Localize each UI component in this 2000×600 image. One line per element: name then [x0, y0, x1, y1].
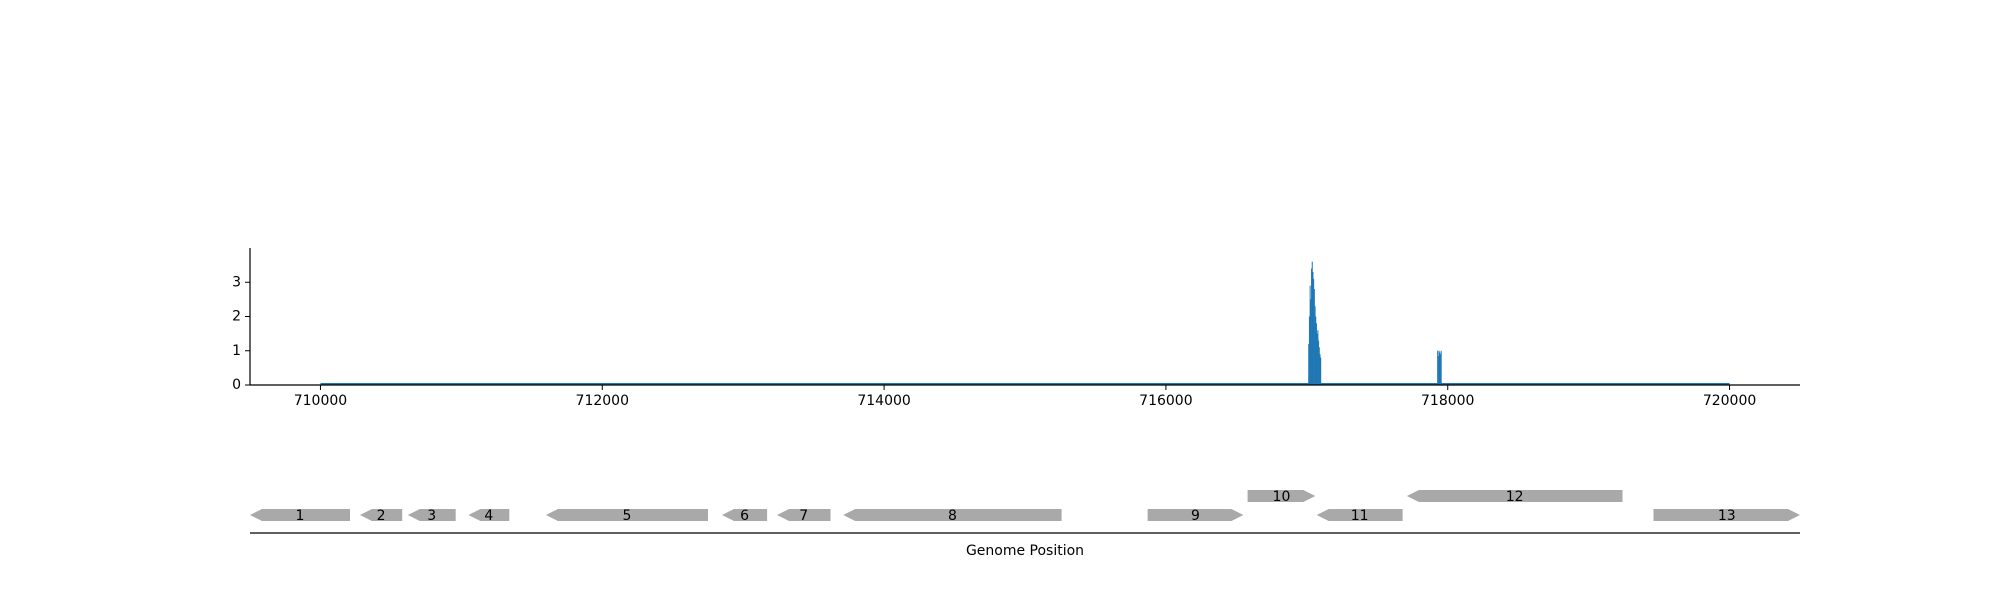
- coverage-bar: [1438, 350, 1440, 385]
- gene-1-arrow: [250, 509, 350, 521]
- y-tick-label: 3: [232, 274, 241, 290]
- coverage-bar: [1315, 323, 1317, 385]
- gene-4-label: 4: [484, 508, 493, 524]
- coverage-bar: [1314, 306, 1316, 385]
- y-tick-label: 0: [232, 377, 241, 393]
- coverage-bar: [1315, 316, 1317, 385]
- gene-9-label: 9: [1191, 508, 1200, 524]
- gene-11-arrow: [1316, 509, 1403, 521]
- gene-13-label: 13: [1718, 508, 1736, 524]
- coverage-bar: [1313, 289, 1315, 385]
- gene-track-x-axis-label: Genome Position: [966, 543, 1084, 559]
- coverage-x-ticks: 710000 712000 714000 716000 718000 720000: [294, 385, 1756, 409]
- coverage-bar: [1308, 343, 1310, 385]
- coverage-bar: [1313, 278, 1315, 385]
- gene-4-arrow: [468, 509, 510, 521]
- gene-12-label: 12: [1506, 489, 1524, 505]
- gene-3-label: 3: [427, 508, 436, 524]
- gene-13-arrow: [1653, 509, 1800, 521]
- gene-10-label: 10: [1273, 489, 1291, 505]
- coverage-plot: 710000 712000 714000 716000 718000 720000 0 1 2…: [232, 248, 1800, 409]
- gene-2-arrow: [359, 509, 403, 521]
- gene-5-label: 5: [622, 508, 631, 524]
- gene-3-arrow: [407, 509, 456, 521]
- coverage-bar: [1437, 350, 1439, 385]
- coverage-bar: [1320, 357, 1322, 385]
- y-tick-label: 2: [232, 309, 241, 325]
- coverage-bar: [1319, 354, 1321, 385]
- coverage-bar: [1439, 354, 1441, 385]
- coverage-bar: [1308, 316, 1310, 385]
- coverage-y-ticks: 0 1 2 3: [232, 274, 250, 393]
- x-tick-label: 712000: [576, 393, 629, 409]
- x-tick-label: 718000: [1421, 393, 1474, 409]
- coverage-bar: [1316, 333, 1318, 385]
- x-tick-label: 714000: [857, 393, 910, 409]
- gene-8-label: 8: [948, 508, 957, 524]
- gene-6-label: 6: [740, 508, 749, 524]
- gene-5-arrow: [545, 509, 708, 521]
- x-tick-label: 720000: [1703, 393, 1756, 409]
- gene-2-label: 2: [377, 508, 386, 524]
- gene-12-arrow: [1406, 490, 1623, 502]
- coverage-bars: [1308, 261, 1442, 385]
- coverage-bar: [1311, 261, 1313, 385]
- gene-7-label: 7: [799, 508, 808, 524]
- coverage-bar: [1312, 271, 1314, 385]
- coverage-bar: [1439, 352, 1441, 385]
- coverage-axes: [249, 248, 1800, 386]
- x-tick-label: 716000: [1139, 393, 1192, 409]
- coverage-bar: [1440, 350, 1442, 385]
- gene-6-arrow: [722, 509, 768, 521]
- coverage-bar: [1310, 299, 1312, 385]
- gene-1-label: 1: [296, 508, 305, 524]
- coverage-bar: [1309, 285, 1311, 385]
- gene-9-arrow: [1147, 509, 1244, 521]
- coverage-bar: [1311, 268, 1313, 385]
- coverage-bar: [1317, 330, 1319, 385]
- y-tick-label: 1: [232, 343, 241, 359]
- coverage-bar: [1318, 340, 1320, 385]
- coverage-bar: [1437, 355, 1439, 385]
- coverage-bar: [1318, 347, 1320, 385]
- gene-10-arrow: [1247, 490, 1316, 502]
- gene-7-arrow: [777, 509, 831, 521]
- gene-11-label: 11: [1351, 508, 1369, 524]
- gene-8-arrow: [843, 509, 1062, 521]
- x-tick-label: 710000: [294, 393, 347, 409]
